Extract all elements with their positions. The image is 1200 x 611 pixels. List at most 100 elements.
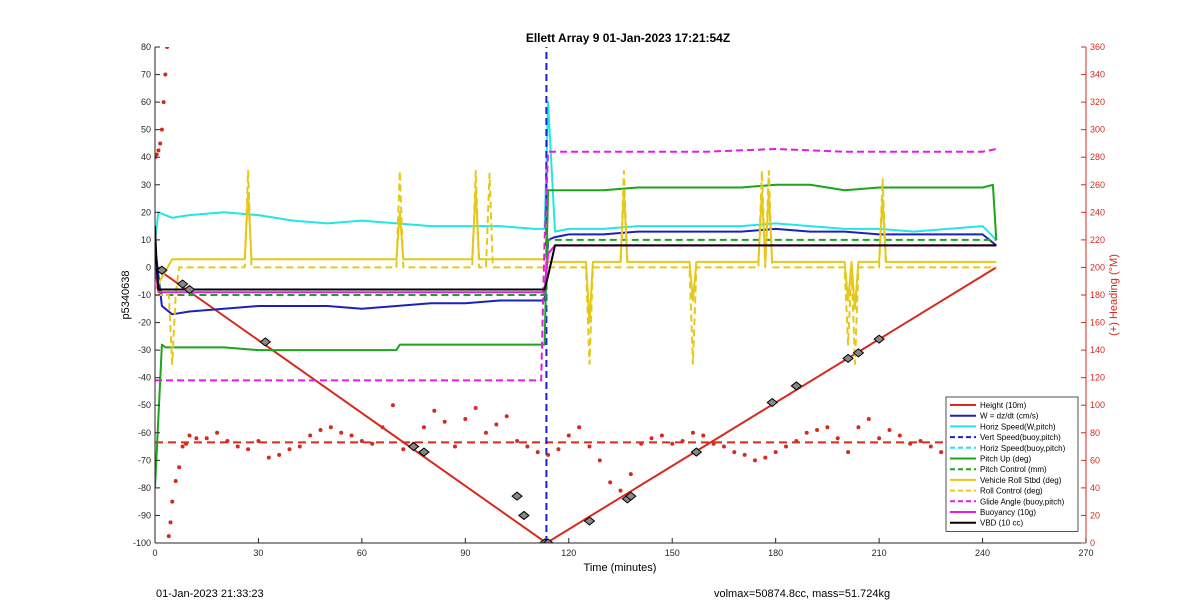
y2-tick-label: 20 xyxy=(1090,510,1100,520)
heading-point xyxy=(494,422,499,427)
heading-point xyxy=(794,439,799,444)
x-tick-label: 0 xyxy=(152,548,157,558)
y2-tick-label: 260 xyxy=(1090,180,1105,190)
height-marker xyxy=(790,381,803,391)
heading-point xyxy=(173,479,178,483)
series-line-11 xyxy=(155,226,997,291)
y2-tick-label: 180 xyxy=(1090,290,1105,300)
y-axis-label: p5340638 xyxy=(120,271,132,320)
y-tick-label: 40 xyxy=(141,152,151,162)
heading-point xyxy=(473,405,478,410)
y-tick-label: 60 xyxy=(141,97,151,107)
y2-tick-label: 40 xyxy=(1090,483,1100,493)
heading-point xyxy=(525,444,530,449)
heading-point xyxy=(546,452,551,457)
x-axis-label: Time (minutes) xyxy=(584,562,657,574)
y2-tick-label: 160 xyxy=(1090,318,1105,328)
heading-point xyxy=(165,47,170,49)
y2-tick-label: 300 xyxy=(1090,125,1105,135)
y-tick-label: -10 xyxy=(138,290,151,300)
x-tick-label: 180 xyxy=(768,548,783,558)
y2-axis-label: (+) Heading (°M) xyxy=(1108,254,1120,336)
heading-point xyxy=(908,441,913,446)
height-marker xyxy=(542,538,554,543)
heading-point xyxy=(339,430,344,435)
heading-point xyxy=(804,430,809,435)
heading-point xyxy=(156,148,161,153)
heading-point xyxy=(318,428,323,433)
heading-point xyxy=(349,433,354,438)
heading-point xyxy=(155,152,159,157)
heading-point xyxy=(515,439,520,444)
heading-point xyxy=(184,441,189,446)
y2-tick-label: 80 xyxy=(1090,428,1100,438)
heading-point xyxy=(732,450,737,455)
heading-point xyxy=(177,465,182,470)
y-tick-label: -20 xyxy=(138,318,151,328)
heading-point xyxy=(187,433,192,438)
heading-point xyxy=(504,414,509,419)
x-tick-label: 120 xyxy=(561,548,576,558)
heading-point xyxy=(866,417,871,421)
heading-point xyxy=(359,439,364,444)
heading-point xyxy=(432,408,437,413)
heading-point xyxy=(918,439,923,444)
heading-point xyxy=(773,450,778,455)
heading-point xyxy=(825,425,830,430)
heading-point xyxy=(308,433,313,438)
y-tick-label: -90 xyxy=(138,510,151,520)
height-marker xyxy=(176,279,189,289)
heading-point xyxy=(897,433,902,438)
height-marker xyxy=(259,337,272,347)
legend-label: W = dz/dt (cm/s) xyxy=(980,412,1039,421)
plot-inner xyxy=(155,47,1000,543)
y2-tick-label: 340 xyxy=(1090,70,1105,80)
y-tick-label: 20 xyxy=(141,207,151,217)
height-marker xyxy=(407,441,420,452)
heading-point xyxy=(680,439,685,444)
heading-point xyxy=(266,455,271,460)
footer-timestamp: 01-Jan-2023 21:33:23 xyxy=(156,588,264,600)
heading-point xyxy=(166,534,171,539)
heading-point xyxy=(297,444,302,449)
heading-point xyxy=(784,444,789,449)
legend-label: Pitch Up (deg) xyxy=(980,455,1031,464)
heading-point xyxy=(328,425,333,430)
heading-point xyxy=(452,444,457,449)
series-line-9 xyxy=(155,148,997,382)
heading-point xyxy=(535,450,540,455)
y-tick-label: -60 xyxy=(138,428,151,438)
heading-point xyxy=(608,480,613,485)
heading-point xyxy=(170,499,175,504)
heading-point xyxy=(256,439,261,444)
heading-point xyxy=(566,433,571,438)
y2-tick-label: 140 xyxy=(1090,345,1105,355)
heading-point xyxy=(763,455,768,460)
y-tick-label: -80 xyxy=(138,483,151,493)
heading-point xyxy=(649,436,654,441)
y-tick-label: 50 xyxy=(141,125,151,135)
heading-point xyxy=(701,433,706,438)
heading-point xyxy=(597,458,602,463)
height-marker xyxy=(156,265,168,275)
series-line-2 xyxy=(155,101,998,241)
heading-point xyxy=(180,444,185,449)
legend-label: VBD (10 cc) xyxy=(980,519,1023,528)
legend-label: Vehicle Roll Stbd (deg) xyxy=(980,476,1062,485)
heading-point xyxy=(690,430,695,435)
height-marker xyxy=(766,397,779,408)
heading-point xyxy=(659,433,664,438)
heading-point xyxy=(163,72,168,77)
series-line-5 xyxy=(155,183,998,488)
y-tick-label: 30 xyxy=(141,180,151,190)
heading-point xyxy=(887,428,892,433)
y2-tick-label: 120 xyxy=(1090,373,1105,383)
heading-point xyxy=(928,444,933,449)
heading-point xyxy=(877,436,882,441)
y2-tick-label: 220 xyxy=(1090,235,1105,245)
heading-point xyxy=(846,450,851,455)
heading-point xyxy=(277,452,282,457)
height-marker xyxy=(852,348,865,358)
y2-tick-label: 240 xyxy=(1090,207,1105,217)
height-marker xyxy=(583,516,596,526)
